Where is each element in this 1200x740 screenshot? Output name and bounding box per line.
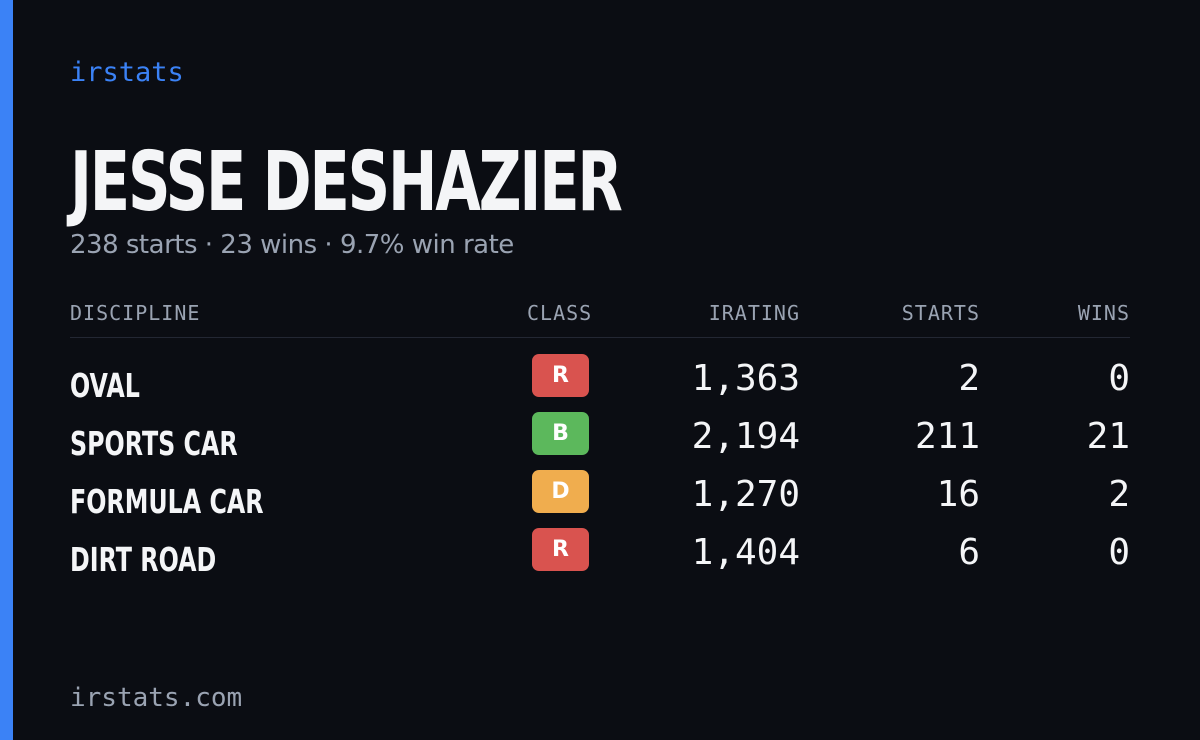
header-discipline: DISCIPLINE <box>70 301 201 325</box>
wins-value: 0 <box>1108 358 1130 399</box>
discipline-name: FORMULA CAR <box>70 482 264 521</box>
accent-bar <box>0 0 13 740</box>
table-row: FORMULA CAR D 1,270 16 2 <box>0 470 1200 528</box>
class-badge: R <box>532 354 589 397</box>
starts-value: 16 <box>936 474 980 515</box>
wins-value: 0 <box>1108 532 1130 573</box>
class-badge: R <box>532 528 589 571</box>
header-divider <box>70 337 1130 338</box>
header-class: CLASS <box>527 301 593 325</box>
driver-summary: 238 starts · 23 wins · 9.7% win rate <box>70 230 514 260</box>
starts-value: 211 <box>914 416 980 457</box>
irating-value: 1,363 <box>691 358 800 399</box>
driver-name: JESSE DESHAZIER <box>70 135 623 230</box>
class-badge: B <box>532 412 589 455</box>
discipline-name: DIRT ROAD <box>70 540 217 579</box>
discipline-name: OVAL <box>70 366 140 405</box>
header-irating: IRATING <box>708 301 800 325</box>
wins-value: 2 <box>1108 474 1130 515</box>
starts-value: 6 <box>958 532 980 573</box>
table-row: SPORTS CAR B 2,194 211 21 <box>0 412 1200 470</box>
irating-value: 1,404 <box>691 532 800 573</box>
irating-value: 1,270 <box>691 474 800 515</box>
brand-logo: irstats <box>70 57 184 88</box>
header-starts: STARTS <box>901 301 980 325</box>
class-badge: D <box>532 470 589 513</box>
table-row: OVAL R 1,363 2 0 <box>0 354 1200 412</box>
table-row: DIRT ROAD R 1,404 6 0 <box>0 528 1200 586</box>
discipline-name: SPORTS CAR <box>70 424 238 463</box>
header-wins: WINS <box>1077 301 1130 325</box>
footer-url: irstats.com <box>70 683 243 713</box>
wins-value: 21 <box>1086 416 1130 457</box>
irating-value: 2,194 <box>691 416 800 457</box>
starts-value: 2 <box>958 358 980 399</box>
